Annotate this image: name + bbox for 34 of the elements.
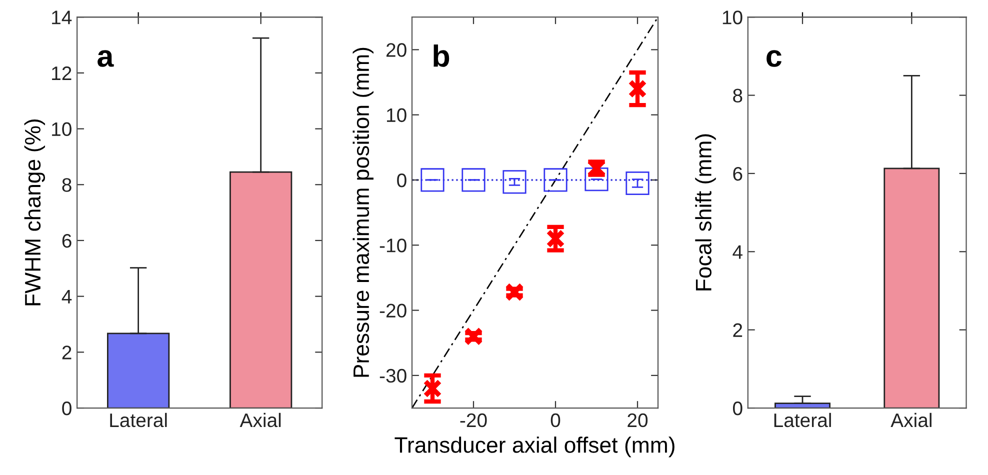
y-tick-label: -30 — [380, 368, 406, 383]
y-tick-label: 6 — [62, 234, 72, 248]
y-tick-label: -10 — [380, 238, 406, 252]
x-tick-label: 0 — [550, 413, 560, 428]
annotation: a — [98, 50, 114, 67]
y-tick-label: 0 — [397, 173, 406, 188]
x-tick-label: Lateral — [110, 412, 167, 428]
y-tick-label: 10 — [386, 108, 406, 122]
y-tick-label: 10 — [52, 122, 72, 136]
y-tick-label: 4 — [62, 290, 72, 304]
y-tick-label: 12 — [52, 66, 72, 80]
y-tick-label: 6 — [733, 166, 742, 181]
y-tick-label: -20 — [380, 304, 406, 318]
annotation: b — [434, 44, 450, 67]
annotation: c — [766, 50, 782, 67]
y-tick-label: 20 — [386, 43, 406, 57]
x-tick-label: Axial — [240, 412, 281, 428]
x-tick-label: Lateral — [774, 412, 831, 428]
y-axis-title: Pressure maximum position (mm) — [352, 48, 374, 377]
y-tick-label: 8 — [733, 88, 742, 103]
y-axis-title: Focal shift (mm) — [695, 134, 716, 290]
y-tick-label: 2 — [733, 323, 742, 337]
x-axis-title: Transducer axial offset (mm) — [394, 436, 674, 458]
y-tick-label: 0 — [62, 401, 72, 416]
y-tick-label: 0 — [733, 401, 742, 416]
x-tick-label: -20 — [460, 413, 487, 428]
y-axis-title: FWHM change (%) — [24, 119, 46, 306]
y-tick-label: 8 — [62, 178, 72, 192]
y-tick-label: 2 — [62, 346, 72, 360]
y-tick-label: 4 — [732, 245, 742, 259]
x-tick-label: 20 — [628, 413, 648, 428]
y-tick-label: 14 — [52, 10, 72, 24]
x-tick-label: Axial — [890, 412, 932, 428]
y-tick-label: 10 — [722, 10, 742, 24]
